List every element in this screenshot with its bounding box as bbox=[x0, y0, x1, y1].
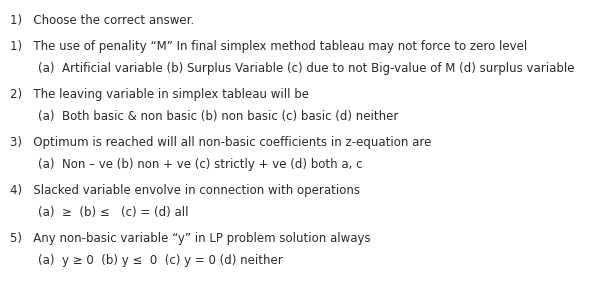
Text: (a)  Both basic & non basic (b) non basic (c) basic (d) neither: (a) Both basic & non basic (b) non basic… bbox=[38, 110, 398, 123]
Text: (a)  Non – ve (b) non + ve (c) strictly + ve (d) both a, c: (a) Non – ve (b) non + ve (c) strictly +… bbox=[38, 158, 362, 171]
Text: 2)   The leaving variable in simplex tableau will be: 2) The leaving variable in simplex table… bbox=[10, 88, 309, 101]
Text: 3)   Optimum is reached will all non-basic coefficients in z-equation are: 3) Optimum is reached will all non-basic… bbox=[10, 136, 432, 149]
Text: 1)   Choose the correct answer.: 1) Choose the correct answer. bbox=[10, 14, 194, 27]
Text: 4)   Slacked variable envolve in connection with operations: 4) Slacked variable envolve in connectio… bbox=[10, 184, 360, 197]
Text: (a)  y ≥ 0  (b) y ≤  0  (c) y = 0 (d) neither: (a) y ≥ 0 (b) y ≤ 0 (c) y = 0 (d) neithe… bbox=[38, 254, 283, 267]
Text: 5)   Any non-basic variable “y” in LP problem solution always: 5) Any non-basic variable “y” in LP prob… bbox=[10, 232, 371, 245]
Text: 1)   The use of penality “M” In final simplex method tableau may not force to ze: 1) The use of penality “M” In final simp… bbox=[10, 40, 527, 53]
Text: (a)  ≥  (b) ≤   (c) = (d) all: (a) ≥ (b) ≤ (c) = (d) all bbox=[38, 206, 188, 219]
Text: (a)  Artificial variable (b) Surplus Variable (c) due to not Big-value of M (d) : (a) Artificial variable (b) Surplus Vari… bbox=[38, 62, 575, 75]
